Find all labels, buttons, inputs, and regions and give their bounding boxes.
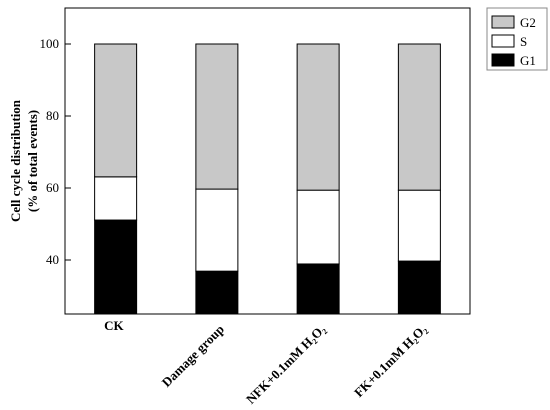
bar-segment [94, 43, 138, 178]
y-axis-label: Cell cycle distribution [8, 99, 23, 222]
legend-label: G2 [520, 15, 536, 30]
bar-segment [397, 189, 441, 262]
bar-segment [195, 270, 239, 314]
y-axis-label: (% of total events) [25, 110, 40, 212]
bar-segment [296, 189, 340, 265]
bars [94, 43, 441, 314]
bar-segment [94, 176, 138, 221]
plot-frame [64, 7, 471, 315]
bar-segment [397, 43, 441, 191]
legend-swatch [491, 53, 515, 67]
x-tick-label: Damage group [159, 322, 227, 390]
bar-segment [296, 43, 340, 191]
legend-swatch [491, 34, 515, 48]
x-tick-label: CK [104, 318, 124, 333]
y-tick-label: 40 [46, 252, 59, 267]
y-tick-label: 100 [40, 36, 60, 51]
legend-swatch [491, 15, 515, 29]
legend-label: G1 [520, 53, 536, 68]
legend-label: S [520, 34, 527, 49]
x-tick-label: FK+0.1mM H₂O₂ [351, 321, 430, 400]
bar-segment [296, 263, 340, 314]
bar-segment [195, 188, 239, 272]
bar-segment [94, 219, 138, 314]
bar-segment [195, 43, 239, 190]
y-tick-label: 60 [46, 180, 59, 195]
x-tick-label: NFK+0.1mM H₂O₂ [243, 321, 328, 406]
y-tick-label: 80 [46, 108, 59, 123]
